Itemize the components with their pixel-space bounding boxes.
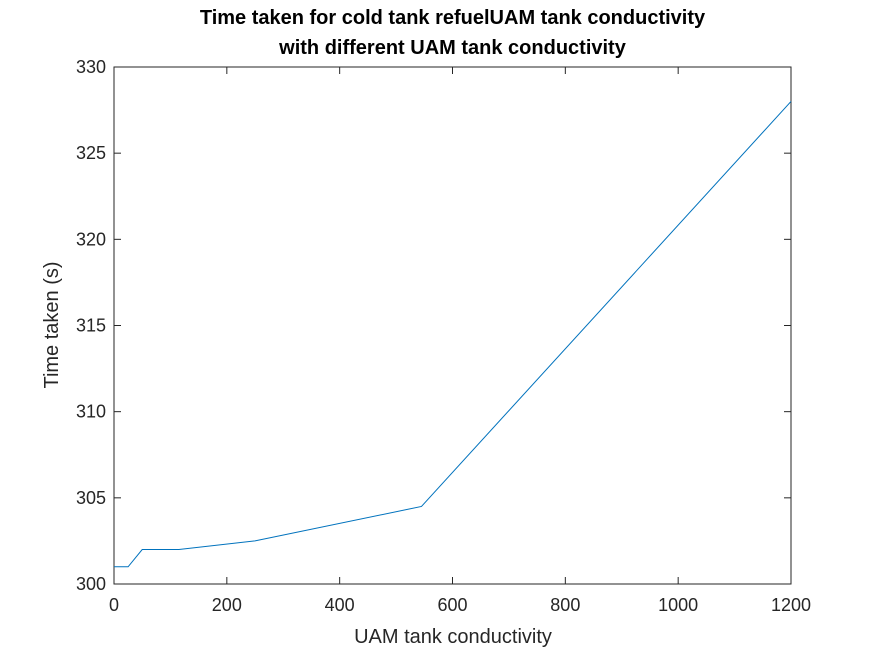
x-tick-label: 400: [325, 595, 355, 615]
x-tick-label: 600: [437, 595, 467, 615]
x-tick-label: 1000: [658, 595, 698, 615]
y-tick-label: 305: [76, 488, 106, 508]
y-tick-label: 300: [76, 574, 106, 594]
x-axis-label: UAM tank conductivity: [354, 626, 552, 648]
series-line: [114, 101, 792, 568]
y-axis-label: Time taken (s): [41, 261, 63, 388]
y-tick-label: 310: [76, 402, 106, 422]
x-tick-label: 0: [109, 595, 119, 615]
y-tick-label: 315: [76, 316, 106, 336]
x-tick-label: 1200: [771, 595, 811, 615]
series-layer: [114, 101, 792, 568]
chart-title-line-2: with different UAM tank conductivity: [279, 37, 626, 59]
axes-box: [113, 66, 792, 585]
chart-title-line-1: Time taken for cold tank refuelUAM tank …: [199, 7, 706, 29]
plot-area: [113, 66, 792, 585]
x-axis-ticks: 0 200 400 600 800 1000 1200: [109, 67, 811, 615]
y-axis-ticks: 300 305 310 315 320 325 330: [76, 57, 791, 594]
y-tick-label: 330: [76, 57, 106, 77]
y-tick-label: 325: [76, 143, 106, 163]
x-tick-label: 200: [212, 595, 242, 615]
y-tick-label: 320: [76, 229, 106, 249]
x-tick-label: 800: [550, 595, 580, 615]
